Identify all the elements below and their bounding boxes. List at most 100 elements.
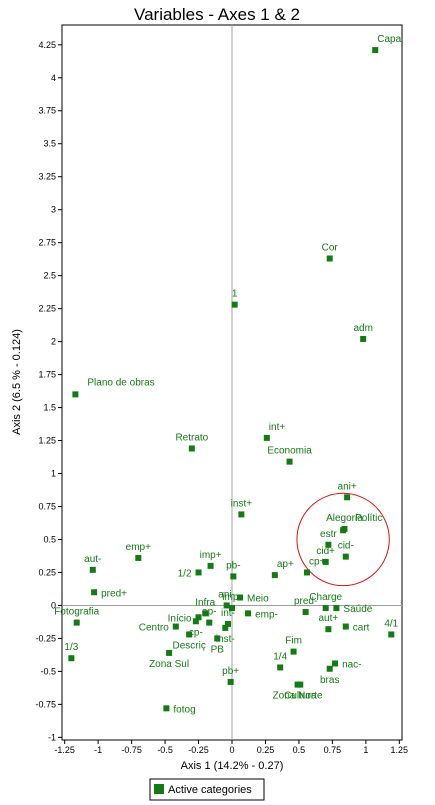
data-point (290, 648, 297, 655)
data-point (73, 619, 80, 626)
x-tick-label: 1 (363, 745, 368, 755)
data-point (186, 631, 193, 638)
y-tick-label: 3 (51, 205, 56, 215)
point-label: aut+ (319, 613, 339, 624)
data-point (333, 605, 340, 612)
point-label: Fim (285, 636, 302, 647)
data-point (303, 569, 310, 576)
point-label: Início (168, 613, 192, 624)
point-label: fotog (173, 704, 195, 715)
data-point (172, 623, 179, 630)
x-tick-label: -1 (94, 745, 102, 755)
point-label: Polític (355, 513, 382, 524)
data-point (302, 609, 309, 616)
data-point (286, 458, 293, 465)
point-label: ap- (202, 607, 216, 618)
x-tick-label: -0.25 (188, 745, 209, 755)
point-label: inst+ (231, 498, 253, 509)
data-point (360, 335, 367, 342)
data-point (325, 541, 332, 548)
highlight-circle (296, 492, 390, 587)
y-tick-label: 1 (51, 469, 56, 479)
x-axis-ticks: -1.25 -1 -0.75 -0.5 -0.25 0 0.25 0.5 0.75 1 1.25 (54, 740, 408, 755)
data-point (206, 619, 213, 626)
data-point (229, 605, 235, 612)
point-label: ani+ (338, 481, 357, 492)
data-point (237, 594, 244, 601)
y-tick-label: 2.5 (43, 271, 56, 281)
highlight-circle-shape (296, 492, 390, 587)
data-point (223, 602, 230, 609)
y-tick-label: 1.5 (43, 403, 56, 413)
point-label: ani- (218, 589, 235, 600)
y-tick-label: 0 (51, 600, 56, 610)
point-label: pred- (294, 596, 317, 607)
data-point (277, 664, 284, 671)
data-point (166, 649, 173, 656)
y-tick-label: 2 (51, 337, 56, 347)
x-tick-label: 1.25 (391, 745, 409, 755)
data-point (326, 665, 333, 672)
x-tick-label: -1.25 (54, 745, 75, 755)
point-label: Meio (247, 594, 269, 605)
y-tick-label: 1.25 (38, 436, 56, 446)
data-point (271, 572, 278, 579)
data-point (322, 605, 329, 612)
point-label: pred+ (101, 588, 127, 599)
data-point (202, 610, 209, 617)
point-label: cid- (338, 541, 354, 552)
y-tick-label: 3.5 (43, 139, 56, 149)
point-label: cart (353, 623, 370, 634)
point-label: Fotografia (54, 607, 99, 618)
data-point (231, 301, 238, 308)
y-tick-label: 2.75 (38, 238, 56, 248)
point-label: Alegoria (326, 513, 363, 524)
data-point (188, 445, 195, 452)
legend-swatch (154, 784, 164, 794)
data-point (342, 553, 349, 560)
y-tick-label: -0.25 (35, 633, 56, 643)
data-point (238, 511, 245, 518)
point-label: Economia (267, 446, 312, 457)
data-point (325, 626, 332, 633)
y-tick-label: 0.25 (38, 567, 56, 577)
point-label: Capa (377, 34, 401, 45)
point-label: Infra (195, 597, 215, 608)
data-point (224, 620, 231, 627)
point-label: 1 (232, 289, 238, 300)
point-label: estr (320, 529, 337, 540)
data-point (89, 566, 96, 573)
point-label: cid+ (316, 546, 335, 557)
data-point (207, 562, 214, 569)
y-tick-label: 2.25 (38, 304, 56, 314)
legend: Active categories (149, 778, 265, 801)
y-tick-label: -0.5 (40, 666, 56, 676)
x-tick-label: 0.5 (293, 745, 306, 755)
point-label: ap+ (277, 559, 294, 570)
point-label: 1/3 (64, 642, 78, 653)
data-point (230, 573, 237, 580)
point-label: inst- (216, 634, 235, 645)
data-point (340, 527, 347, 534)
data-point (195, 569, 202, 576)
point-label: Charge (309, 592, 342, 603)
data-point (163, 705, 170, 712)
x-tick-label: -0.5 (157, 745, 173, 755)
x-axis-title: Axis 1 (14.2% - 0.27) (181, 760, 284, 772)
point-label: 1/2 (178, 568, 192, 579)
data-point (192, 618, 199, 625)
data-point (372, 47, 379, 54)
point-label: int- (221, 608, 235, 619)
y-tick-label: 0.5 (43, 534, 56, 544)
data-point (222, 624, 229, 631)
point-label: pb- (226, 560, 240, 571)
y-tick-label: 4.25 (38, 40, 56, 50)
x-tick-label: -0.75 (121, 745, 142, 755)
y-tick-label: 1.75 (38, 370, 56, 380)
point-label: nac- (342, 659, 361, 670)
point-label: PB (211, 644, 225, 655)
x-tick-label: 0.25 (257, 745, 275, 755)
data-point (72, 391, 79, 398)
legend-label: Active categories (168, 784, 252, 796)
